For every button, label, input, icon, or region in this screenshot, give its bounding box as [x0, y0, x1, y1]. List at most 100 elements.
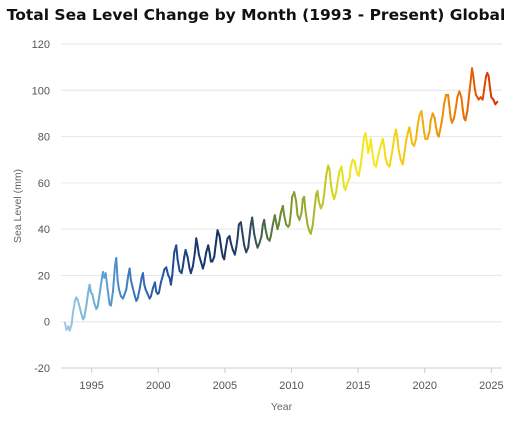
series-segment [235, 237, 239, 249]
series-segment [468, 80, 472, 94]
series-segment [306, 223, 311, 233]
series-segment [439, 114, 444, 129]
series-segment [213, 239, 218, 258]
series-segment [71, 299, 76, 314]
series-segment [123, 288, 128, 297]
series-segment [220, 248, 224, 258]
series-segment [247, 235, 251, 249]
series-segment [453, 105, 458, 120]
series-segment [277, 211, 282, 226]
series-segment [251, 216, 256, 235]
series-segment [443, 93, 448, 106]
series-segment [481, 89, 486, 101]
series-segment [236, 223, 240, 240]
series-segment [313, 193, 318, 207]
series-segment [184, 248, 189, 258]
series-segment [253, 232, 258, 245]
series-segment [106, 288, 111, 306]
series-segment [295, 200, 299, 217]
series-segment [348, 165, 352, 180]
series-segment [433, 117, 438, 129]
series-segment [111, 265, 116, 293]
series-segment [85, 290, 90, 307]
series-segment [77, 303, 82, 314]
series-segment [169, 274, 174, 286]
series-segment [473, 86, 478, 96]
series-segment [264, 228, 269, 240]
series-segment [115, 257, 119, 282]
series-segment [458, 90, 463, 99]
grid-lines [61, 43, 502, 369]
series-segment [408, 126, 412, 136]
series-segment [208, 251, 212, 263]
series-segment [428, 119, 432, 133]
series-segment [88, 283, 92, 294]
y-tick-label: 0 [44, 317, 50, 329]
series-segment [403, 140, 408, 157]
series-segment [409, 133, 414, 145]
series-segment [171, 251, 176, 277]
series-segment [298, 211, 303, 221]
series-segment [293, 191, 298, 203]
series-segment [335, 181, 339, 194]
series-segment [349, 158, 354, 168]
y-axis-label: Sea Level (mm) [12, 169, 24, 243]
series-segment [116, 279, 120, 291]
series-segment [128, 267, 132, 282]
series-segment [109, 290, 114, 307]
series-segment [341, 174, 346, 189]
x-axis-ticks: 1995 2000 2005 2010 2015 2020 2025 [61, 367, 504, 392]
series-segment [423, 130, 427, 140]
y-tick-label: -20 [34, 363, 50, 375]
series-segment [138, 276, 143, 291]
series-segment [233, 246, 238, 256]
series-segment [98, 279, 103, 295]
series-segment [464, 110, 469, 122]
series-segment [397, 149, 402, 161]
series-segment [289, 195, 294, 214]
series-segment [388, 158, 392, 168]
series-segment [426, 130, 431, 140]
series-segment [391, 133, 396, 150]
series-segment [483, 75, 488, 92]
series-segment [364, 132, 368, 143]
series-segment [189, 265, 194, 275]
series-segment [357, 163, 362, 177]
y-tick-label: 100 [32, 85, 50, 97]
series-segment [263, 218, 267, 231]
series-segment [303, 195, 307, 212]
series-segment [461, 107, 466, 120]
series-segment [223, 248, 227, 261]
series-segment [415, 126, 419, 140]
series-segment [389, 147, 394, 161]
series-segment [471, 67, 475, 78]
series-segment [489, 86, 493, 99]
series-segment [176, 258, 181, 272]
series-segment [455, 96, 459, 108]
series-segment [165, 266, 170, 277]
series-segment [196, 244, 200, 256]
series-segment [381, 137, 386, 147]
x-tick-label: 2005 [213, 380, 237, 392]
series-segment [466, 91, 471, 113]
series-segment [224, 237, 229, 251]
series-segment [159, 274, 164, 284]
series-segment [447, 93, 451, 108]
series-segment [384, 156, 389, 166]
series-segment [157, 281, 162, 294]
x-tick-label: 2025 [479, 380, 503, 392]
series-segment [197, 253, 202, 263]
series-segment [383, 144, 387, 159]
series-segment [460, 96, 464, 110]
series-segment [420, 110, 424, 122]
series-segment [340, 165, 344, 177]
series-segment [336, 170, 341, 184]
chart-title: Total Sea Level Change by Month (1993 - … [6, 6, 506, 24]
series-segment [437, 126, 442, 138]
series-segment [375, 158, 379, 168]
series-segment [288, 211, 292, 226]
series-segment [229, 242, 234, 251]
series-segment [283, 214, 288, 226]
series-segment [258, 235, 263, 245]
